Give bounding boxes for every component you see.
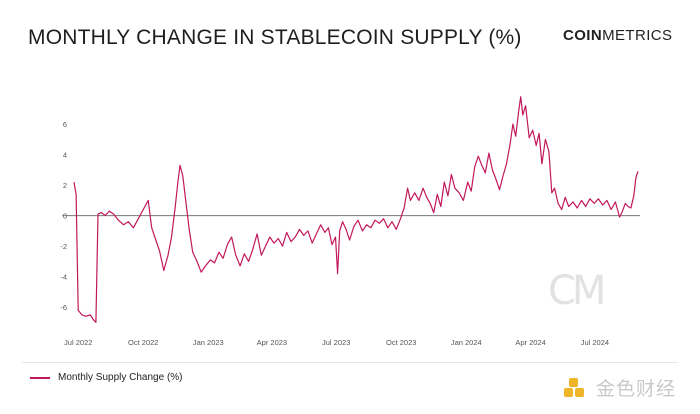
legend-swatch — [30, 376, 50, 379]
x-tick-label: Jul 2024 — [581, 338, 609, 347]
y-tick-label: -4 — [60, 273, 67, 282]
series-line-monthly-supply-change — [73, 96, 639, 323]
brand-logo-bold: COIN — [563, 27, 603, 44]
brand-logo-light: METRICS — [602, 27, 673, 44]
x-axis-ticks: Jul 2022 Oct 2022 Jan 2023 Apr 2023 Jul 2023… — [64, 338, 609, 347]
x-tick-label: Jul 2023 — [322, 338, 350, 347]
x-tick-label: Jul 2022 — [64, 338, 92, 347]
x-tick-label: Jan 2023 — [193, 338, 224, 347]
site-watermark: 金色财经 — [562, 374, 676, 401]
site-watermark-text: 金色财经 — [596, 379, 677, 400]
y-tick-label: -2 — [60, 242, 67, 251]
y-tick-label: 6 — [63, 120, 67, 129]
page-title: MONTHLY CHANGE IN STABLECOIN SUPPLY (%) — [28, 26, 522, 49]
coin-stack-icon — [562, 376, 590, 400]
brand-logo: COINMETRICS — [563, 27, 672, 44]
y-tick-label: 4 — [63, 151, 67, 160]
x-tick-label: Apr 2024 — [515, 338, 545, 347]
x-tick-label: Oct 2023 — [386, 338, 416, 347]
y-tick-label: -6 — [60, 303, 67, 312]
chart-legend: Monthly Supply Change (%) — [30, 372, 183, 383]
y-tick-label: 0 — [63, 212, 67, 221]
y-axis-ticks: 6 4 2 0 -2 -4 -6 — [60, 120, 67, 312]
x-tick-label: Jan 2024 — [451, 338, 482, 347]
legend-label: Monthly Supply Change (%) — [58, 372, 183, 383]
y-tick-label: 2 — [63, 181, 67, 190]
cm-watermark-mark: CM — [548, 268, 606, 314]
legend-divider — [22, 362, 678, 363]
x-tick-label: Apr 2023 — [257, 338, 287, 347]
x-tick-label: Oct 2022 — [128, 338, 158, 347]
